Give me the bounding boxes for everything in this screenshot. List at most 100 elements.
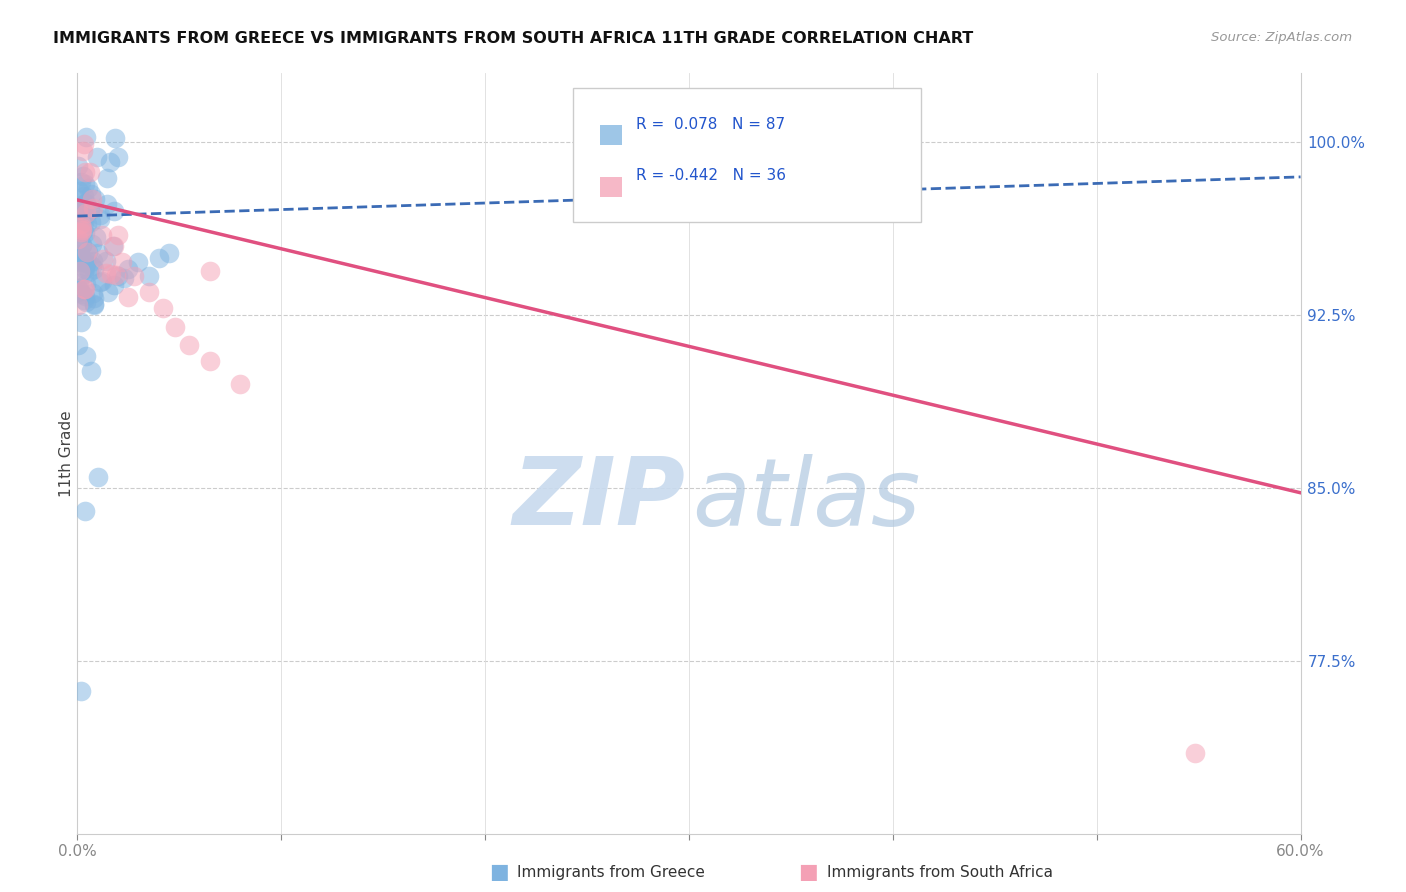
Point — [67, 337, 90, 351]
Point — [96, 196, 118, 211]
Point — [75, 277, 97, 292]
Point — [73, 282, 96, 296]
Point — [111, 255, 134, 269]
Point — [103, 278, 125, 293]
Point — [69, 241, 91, 255]
Point — [80, 364, 103, 378]
Point — [117, 290, 139, 304]
Text: IMMIGRANTS FROM GREECE VS IMMIGRANTS FROM SOUTH AFRICA 11TH GRADE CORRELATION CH: IMMIGRANTS FROM GREECE VS IMMIGRANTS FRO… — [53, 31, 974, 46]
Point — [96, 266, 118, 280]
Point — [84, 229, 107, 244]
Point — [98, 154, 121, 169]
Point — [72, 281, 94, 295]
Point — [127, 255, 149, 269]
Point — [89, 212, 111, 227]
Point — [138, 268, 160, 283]
Point — [107, 150, 129, 164]
Y-axis label: 11th Grade: 11th Grade — [59, 410, 73, 497]
Point — [75, 177, 97, 191]
Point — [79, 202, 101, 217]
Point — [70, 684, 93, 698]
Point — [75, 261, 97, 276]
Point — [1184, 747, 1206, 761]
Point — [82, 259, 104, 273]
Point — [84, 192, 107, 206]
Point — [107, 227, 129, 242]
Point — [91, 252, 114, 266]
Point — [73, 259, 96, 273]
Text: R = -0.442   N = 36: R = -0.442 N = 36 — [637, 169, 786, 184]
Point — [72, 213, 94, 227]
Text: Immigrants from Greece: Immigrants from Greece — [517, 865, 706, 880]
Point — [152, 301, 174, 316]
Point — [73, 267, 96, 281]
Point — [76, 217, 98, 231]
Point — [117, 262, 139, 277]
Point — [82, 253, 104, 268]
Point — [73, 165, 96, 179]
Point — [83, 291, 105, 305]
Point — [70, 238, 93, 252]
Point — [72, 144, 94, 158]
Point — [87, 469, 110, 483]
Point — [124, 268, 146, 283]
Text: ZIP: ZIP — [512, 453, 685, 545]
Point — [72, 210, 94, 224]
Point — [76, 244, 98, 259]
Text: ■: ■ — [799, 863, 818, 882]
Point — [200, 264, 222, 278]
Point — [104, 268, 127, 282]
Point — [73, 199, 96, 213]
Point — [67, 253, 90, 268]
Point — [73, 216, 96, 230]
Point — [198, 354, 221, 368]
Point — [70, 251, 93, 265]
Point — [86, 150, 108, 164]
Text: ■: ■ — [489, 863, 509, 882]
Point — [73, 293, 96, 308]
Point — [69, 246, 91, 260]
Point — [73, 203, 96, 218]
Text: Immigrants from South Africa: Immigrants from South Africa — [827, 865, 1053, 880]
Point — [138, 285, 160, 300]
Point — [80, 215, 103, 229]
Point — [69, 284, 91, 298]
Point — [70, 237, 93, 252]
Point — [67, 202, 90, 217]
Point — [75, 504, 97, 518]
Point — [72, 224, 94, 238]
Point — [75, 130, 97, 145]
Point — [77, 265, 100, 279]
Point — [89, 275, 111, 289]
Point — [73, 136, 96, 151]
FancyBboxPatch shape — [599, 125, 621, 145]
FancyBboxPatch shape — [572, 88, 921, 221]
Point — [70, 193, 93, 207]
Point — [104, 130, 127, 145]
Point — [75, 256, 97, 270]
Point — [70, 217, 93, 231]
Point — [165, 319, 187, 334]
Point — [76, 245, 98, 260]
Point — [83, 262, 105, 277]
Point — [101, 239, 124, 253]
Point — [75, 294, 97, 309]
Point — [90, 227, 112, 242]
Point — [157, 246, 180, 260]
Point — [69, 315, 91, 329]
Point — [70, 220, 93, 235]
Point — [75, 195, 97, 210]
Point — [76, 206, 98, 220]
Point — [67, 184, 90, 198]
Point — [96, 254, 118, 268]
Point — [80, 192, 103, 206]
Point — [103, 239, 125, 253]
Point — [77, 180, 100, 194]
Text: R =  0.078   N = 87: R = 0.078 N = 87 — [637, 117, 786, 132]
Point — [100, 267, 122, 281]
Point — [67, 298, 90, 312]
Point — [107, 268, 129, 283]
Point — [90, 274, 112, 288]
Point — [83, 298, 105, 312]
Point — [75, 349, 97, 363]
